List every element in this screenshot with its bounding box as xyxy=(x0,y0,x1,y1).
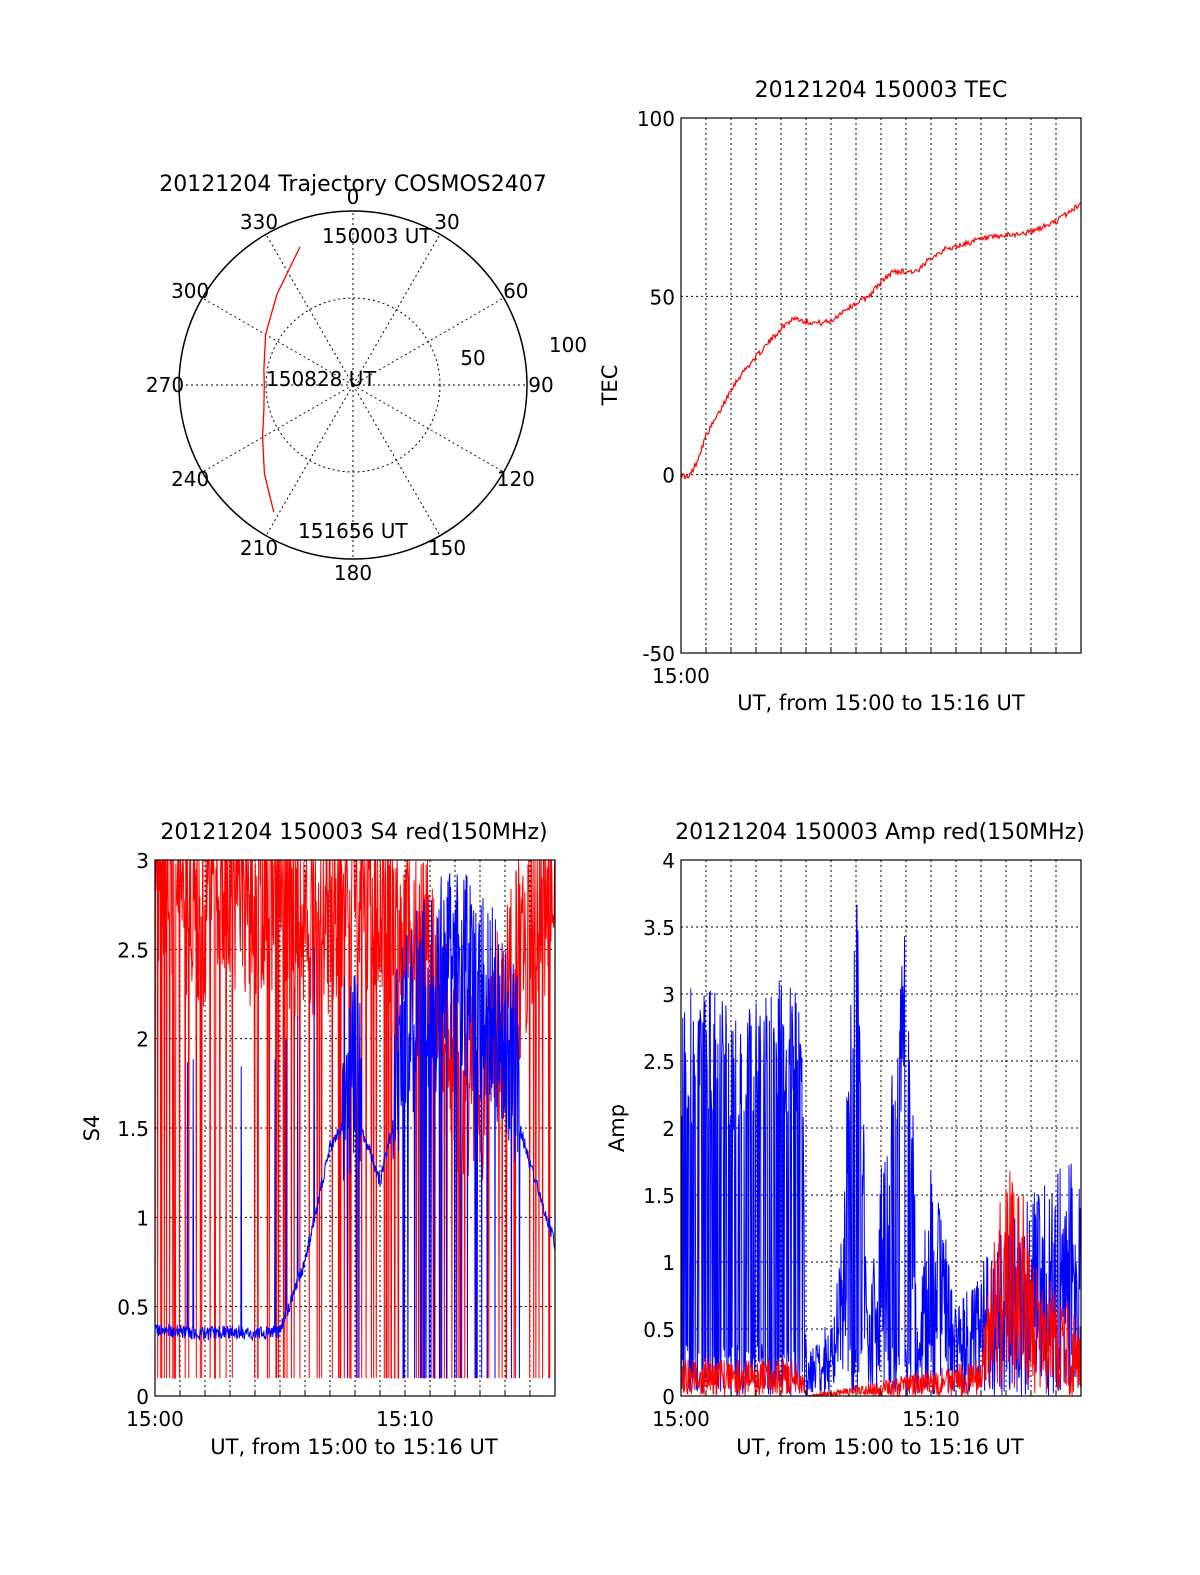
polar-trajectory-line xyxy=(261,246,301,513)
amp-y-axis-label: Amp xyxy=(605,1104,629,1152)
amp-y-tick-label: 3 xyxy=(662,983,675,1007)
polar-angle-label: 270 xyxy=(146,373,184,397)
tec-y-tick-label: 50 xyxy=(650,285,675,309)
polar-grid-spoke xyxy=(202,297,354,386)
s4-y-tick-label: 3 xyxy=(136,849,149,873)
tec-y-tick-label: -50 xyxy=(642,642,675,666)
tec-x-tick-label: 15:00 xyxy=(652,664,710,688)
amp-x-axis-label: UT, from 15:00 to 15:16 UT xyxy=(736,1435,1024,1459)
polar-grid-spoke xyxy=(265,234,354,386)
s4-y-tick-label: 0.5 xyxy=(117,1296,149,1320)
s4-y-axis-label: S4 xyxy=(80,1115,104,1142)
polar-grid-spoke xyxy=(202,384,354,473)
tec-ticks: -50 0 50 100 15:00 xyxy=(637,107,1057,688)
polar-angle-label: 90 xyxy=(528,373,553,397)
polar-angle-label: 30 xyxy=(434,210,459,234)
polar-annotation-end: 151656 UT xyxy=(298,519,408,543)
s4-y-tick-label: 1.5 xyxy=(117,1117,149,1141)
tec-title: 20121204 150003 TEC xyxy=(755,78,1008,103)
polar-radius-label-100: 100 xyxy=(549,333,587,357)
polar-title: 20121204 Trajectory COSMOS2407 xyxy=(159,172,546,197)
amp-ticks: 0 0.5 1 1.5 2 2.5 3 3.5 4 15:00 15:10 xyxy=(643,849,1057,1431)
s4-panel: 20121204 150003 S4 red(150MHz) 0 0.5 1 1.5 2… xyxy=(80,820,556,1459)
polar-angle-label: 0 xyxy=(347,185,360,209)
s4-x-tick-label: 15:00 xyxy=(126,1407,184,1431)
amp-y-tick-label: 4 xyxy=(662,849,675,873)
tec-grid xyxy=(681,117,1081,654)
polar-grid-spoke xyxy=(352,234,441,386)
polar-annotation-start: 150003 UT xyxy=(322,224,432,248)
amp-y-tick-label: 1 xyxy=(662,1251,675,1275)
tec-y-axis-label: TEC xyxy=(598,365,622,407)
polar-grid-spoke xyxy=(352,384,441,536)
polar-angle-label: 210 xyxy=(240,536,278,560)
polar-outer-circle xyxy=(178,210,528,560)
tec-series xyxy=(680,202,1081,480)
tec-y-tick-label: 100 xyxy=(637,107,675,131)
s4-x-tick-label: 15:10 xyxy=(376,1407,434,1431)
polar-angle-labels: 0 30 60 90 120 150 180 210 240 270 300 330 xyxy=(146,185,554,585)
amp-y-tick-label: 0 xyxy=(662,1385,675,1409)
polar-grid xyxy=(179,211,527,559)
polar-angle-label: 60 xyxy=(503,279,528,303)
trajectory-polar-panel: 20121204 Trajectory COSMOS2407 0 30 60 90 12… xyxy=(146,172,587,585)
amp-panel: 20121204 150003 Amp red(150MHz) 0 0.5 1 1.5… xyxy=(605,820,1085,1459)
amp-y-tick-label: 2 xyxy=(662,1117,675,1141)
polar-grid-spoke xyxy=(352,297,504,386)
amp-y-tick-label: 1.5 xyxy=(643,1184,675,1208)
s4-series-line xyxy=(154,873,556,1379)
polar-angle-label: 300 xyxy=(171,279,209,303)
polar-angle-label: 180 xyxy=(334,561,372,585)
amp-title: 20121204 150003 Amp red(150MHz) xyxy=(675,820,1085,845)
amp-x-tick-label: 15:10 xyxy=(902,1407,960,1431)
tec-panel: 20121204 150003 TEC -50 0 50 100 15:00 UT, f… xyxy=(598,78,1082,715)
s4-y-tick-label: 2 xyxy=(136,1028,149,1052)
amp-y-tick-label: 2.5 xyxy=(643,1050,675,1074)
polar-angle-label: 240 xyxy=(171,467,209,491)
polar-radius-label-50: 50 xyxy=(460,346,485,370)
amp-y-tick-label: 0.5 xyxy=(643,1318,675,1342)
polar-angle-label: 120 xyxy=(497,467,535,491)
s4-x-axis-label: UT, from 15:00 to 15:16 UT xyxy=(210,1435,498,1459)
tec-line xyxy=(680,202,1081,480)
tec-x-axis-label: UT, from 15:00 to 15:16 UT xyxy=(737,691,1025,715)
s4-title: 20121204 150003 S4 red(150MHz) xyxy=(160,820,547,845)
amp-y-tick-label: 3.5 xyxy=(643,916,675,940)
s4-y-tick-label: 0 xyxy=(136,1385,149,1409)
s4-ticks: 0 0.5 1 1.5 2 2.5 3 15:00 15:10 xyxy=(117,849,531,1431)
polar-trajectory-series xyxy=(261,246,301,513)
s4-y-tick-label: 2.5 xyxy=(117,938,149,962)
polar-angle-label: 330 xyxy=(240,210,278,234)
polar-angle-label: 150 xyxy=(428,536,466,560)
polar-annotation-mid: 150828 UT xyxy=(266,367,376,391)
polar-grid-spoke xyxy=(265,384,354,536)
tec-y-tick-label: 0 xyxy=(662,464,675,488)
s4-y-tick-label: 1 xyxy=(136,1206,149,1230)
polar-grid-spoke xyxy=(352,384,504,473)
amp-x-tick-label: 15:00 xyxy=(652,1407,710,1431)
